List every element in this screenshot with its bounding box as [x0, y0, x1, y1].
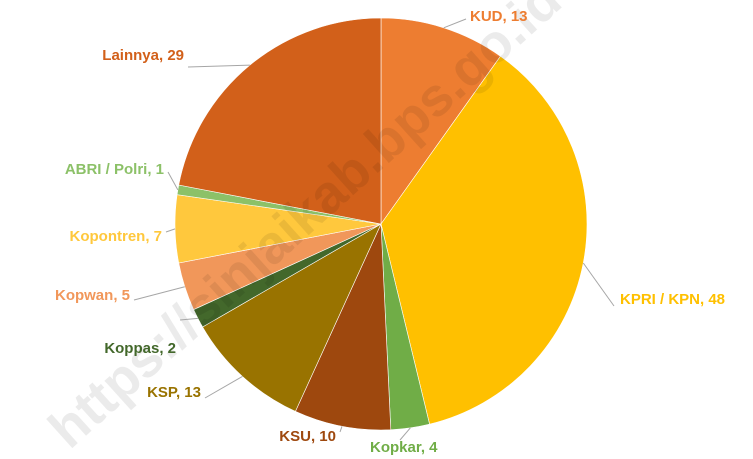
leader-line	[582, 262, 615, 307]
pie-slice	[202, 223, 382, 412]
data-label: KUD, 13	[470, 8, 528, 25]
pie-slice	[178, 17, 382, 225]
leader-line	[165, 228, 176, 233]
leader-line	[339, 426, 343, 433]
leader-line	[167, 171, 179, 191]
data-label: KSP, 13	[147, 384, 201, 401]
leader-line	[187, 64, 250, 68]
leader-line	[204, 375, 243, 399]
data-label: Kopontren, 7	[70, 228, 163, 245]
pie-slice	[380, 55, 588, 425]
leader-line	[399, 427, 411, 441]
data-label: Kopkar, 4	[370, 439, 438, 456]
data-label: Koppas, 2	[104, 340, 176, 357]
leader-line	[133, 286, 185, 301]
data-label: Lainnya, 29	[102, 47, 184, 64]
data-label: ABRI / Polri, 1	[65, 161, 164, 178]
pie-slice	[295, 223, 392, 431]
data-label: Kopwan, 5	[55, 287, 130, 304]
data-label: KSU, 10	[279, 428, 336, 445]
leader-line	[443, 18, 467, 29]
pie-slice	[380, 17, 501, 225]
leader-line	[179, 317, 198, 321]
data-label: KPRI / KPN, 48	[620, 291, 725, 308]
